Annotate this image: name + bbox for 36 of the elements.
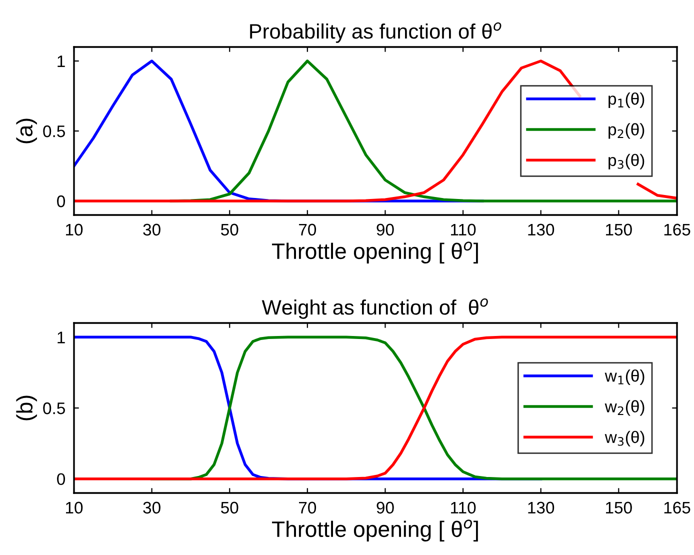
y-tick-label: 0.5 [43,402,65,414]
x-tick-label: 165 [664,502,690,514]
x-axis-title: Throttle opening [ θ$^{o}$] [272,520,478,542]
y-axis-title: (b) [16,396,37,420]
x-tick-label: 150 [606,502,632,514]
x-tick-label: 10 [66,502,83,514]
legend-label: p$_{1}$(θ) [608,92,644,108]
y-tick-label: 0.5 [43,125,65,138]
chart-title: Probability as function of θ$^{o}$ [250,22,502,43]
y-tick-label: 1 [58,56,65,68]
x-tick-label: 90 [376,224,394,236]
y-tick-label: 0 [57,473,66,486]
legend-label: w$_{3}$(θ) [604,430,644,446]
x-tick-label: 50 [221,224,238,236]
y-axis-title: (a) [16,118,37,144]
x-tick-label: 50 [221,502,238,514]
y-tick-label: 0 [57,195,66,208]
x-tick-label: 130 [528,224,554,236]
x-tick-label: 90 [376,502,394,514]
y-tick-label: 1 [58,332,65,344]
x-tick-label: 110 [451,224,476,236]
x-tick-label: 150 [606,224,632,236]
x-tick-label: 30 [143,502,160,514]
x-tick-label: 110 [451,502,476,514]
chart-title: Weight as function of θ$^{o}$ [262,298,488,319]
x-tick-label: 30 [143,224,160,236]
x-tick-label: 130 [528,502,554,514]
x-axis-title: Throttle opening [ θ$^{o}$] [272,242,478,264]
x-tick-label: 70 [299,502,316,514]
legend-label: p$_{2}$(θ) [608,123,644,139]
x-tick-label: 10 [66,224,83,236]
legend-label: p$_{3}$(θ) [608,154,644,170]
x-tick-label: 70 [299,224,316,236]
legend-label: w$_{2}$(θ) [604,400,644,416]
legend-label: w$_{1}$(θ) [604,370,644,386]
x-tick-label: 165 [664,224,690,236]
